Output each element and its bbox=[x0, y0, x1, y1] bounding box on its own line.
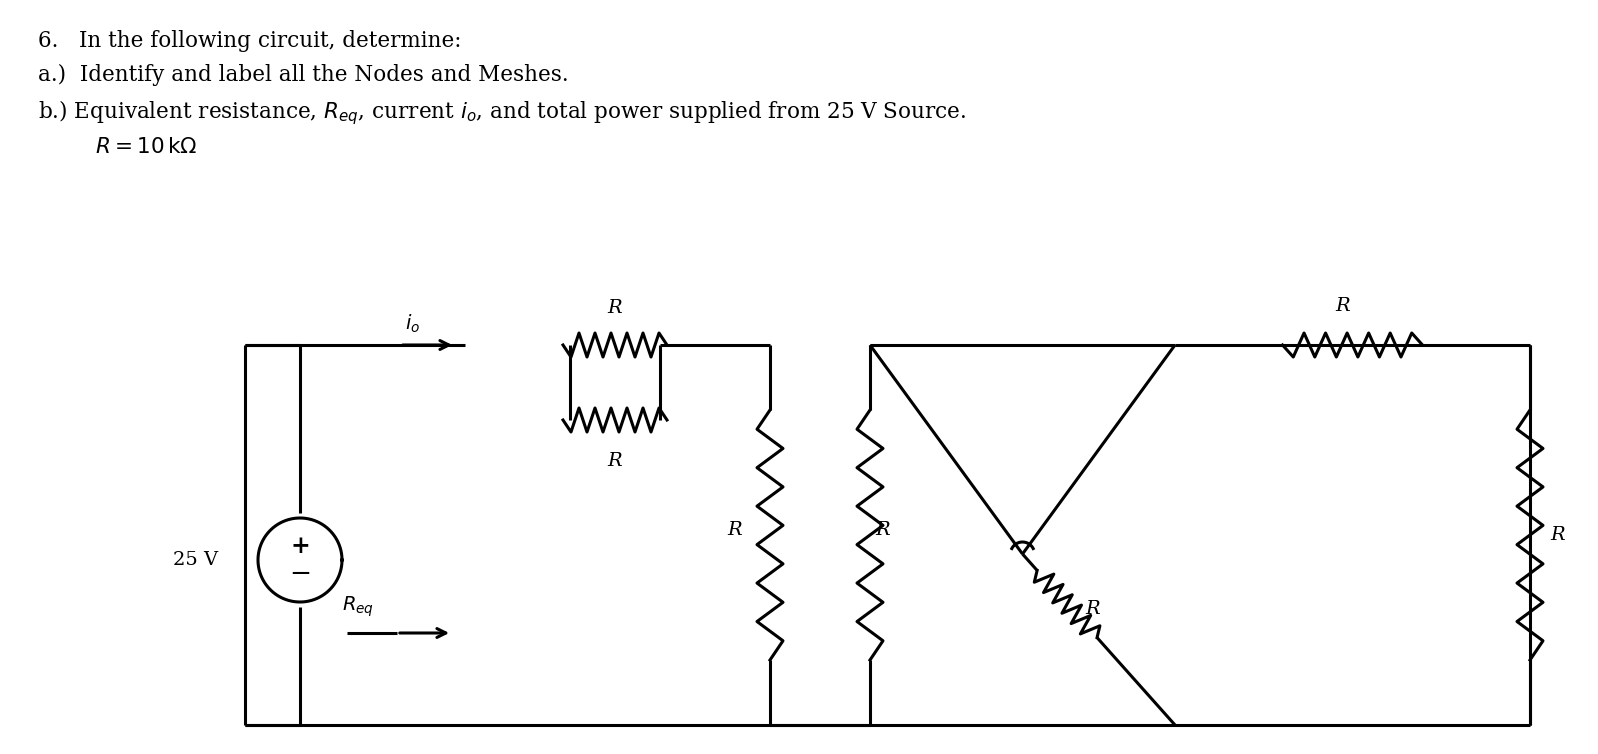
Text: R: R bbox=[1336, 297, 1350, 315]
Text: $R = 10\,\mathrm{k\Omega}$: $R = 10\,\mathrm{k\Omega}$ bbox=[94, 136, 197, 158]
Text: 25 V: 25 V bbox=[173, 551, 217, 569]
Text: R: R bbox=[1550, 526, 1564, 544]
Text: R: R bbox=[607, 299, 622, 317]
Text: a.)  Identify and label all the Nodes and Meshes.: a.) Identify and label all the Nodes and… bbox=[38, 64, 569, 86]
Text: R: R bbox=[1085, 600, 1099, 618]
Text: R: R bbox=[727, 521, 741, 539]
Text: 6.   In the following circuit, determine:: 6. In the following circuit, determine: bbox=[38, 30, 462, 52]
Text: R: R bbox=[876, 521, 890, 539]
Text: $i_o$: $i_o$ bbox=[404, 313, 420, 336]
Text: R: R bbox=[607, 452, 622, 470]
Text: $R_{eq}$: $R_{eq}$ bbox=[342, 595, 374, 619]
Text: −: − bbox=[289, 560, 312, 586]
Text: +: + bbox=[291, 534, 310, 558]
Text: b.) Equivalent resistance, $R_{eq}$, current $i_o$, and total power supplied fro: b.) Equivalent resistance, $R_{eq}$, cur… bbox=[38, 98, 967, 127]
